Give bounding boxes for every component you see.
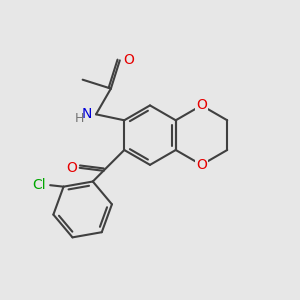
Text: Cl: Cl [32,178,46,192]
Text: N: N [81,107,92,121]
Text: O: O [196,158,207,172]
Text: H: H [75,112,84,125]
Text: O: O [123,53,134,68]
Text: O: O [66,161,77,175]
Text: O: O [196,98,207,112]
